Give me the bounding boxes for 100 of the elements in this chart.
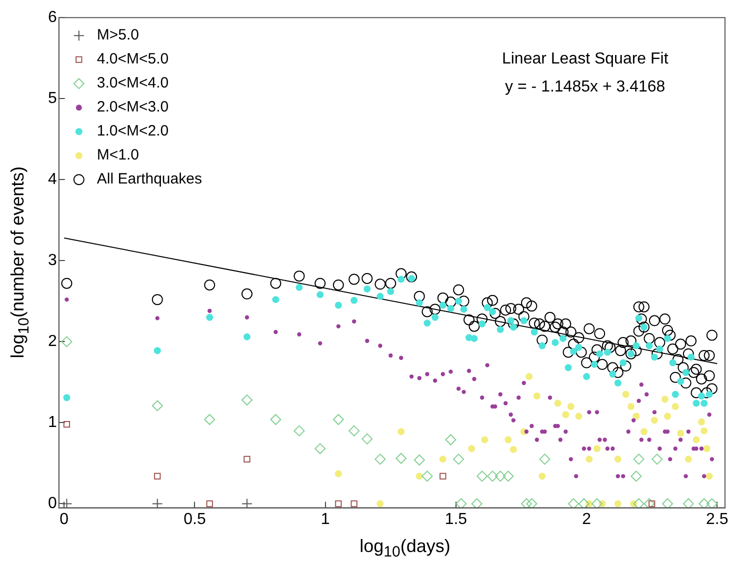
point [538,472,546,480]
point [241,394,252,406]
point [468,445,476,452]
point [422,470,433,482]
y-tick-label: 3 [48,252,57,270]
point [672,403,679,410]
point [526,373,533,380]
point [332,414,344,425]
point [61,498,72,508]
point [575,412,582,420]
point [244,456,250,463]
point [632,412,640,420]
point [154,472,161,480]
point [700,427,708,434]
point [554,400,562,407]
point [520,498,532,508]
x-tick-label: 0.5 [184,510,206,528]
point [698,418,705,426]
point [594,445,601,452]
point [440,472,446,480]
point [416,472,423,480]
point [504,436,512,444]
y-tick-label: 1 [48,414,57,432]
point [664,412,672,420]
point [633,454,644,465]
point [614,456,622,463]
point [650,416,658,424]
point [630,470,642,482]
point [533,392,540,400]
y-tick-label: 5 [48,90,57,108]
y-tick-label: 0 [48,495,57,512]
point [374,454,386,465]
point [334,470,342,478]
point [204,414,216,425]
y-tick-label: 6 [48,9,57,26]
point [567,403,574,410]
point [578,498,590,508]
x-tick-label: 1.5 [444,510,468,528]
x-tick-label: 0 [60,510,69,528]
point [652,454,663,465]
legend-label: 4.0<M<5.0 [96,50,169,68]
point [61,336,72,348]
point [627,403,634,410]
point [350,500,358,508]
point [568,498,579,508]
point [456,498,467,508]
point [241,498,252,508]
point [562,411,570,418]
point [335,500,342,508]
point [614,500,622,508]
point [270,414,282,425]
point [706,498,718,508]
point [510,446,517,453]
point [640,428,648,436]
point [698,498,710,508]
point [692,436,700,444]
point [314,443,326,454]
point [206,500,213,508]
point [662,498,674,508]
point [471,498,482,508]
point [481,436,488,444]
y-tick-label: 4 [48,171,57,188]
point [539,454,550,465]
legend-label: 3.0<M<4.0 [96,74,169,92]
point [592,498,603,508]
point [152,498,163,508]
point [487,470,498,482]
point [502,470,514,482]
legend-label: 1.0<M<2.0 [96,122,169,140]
legend-label: 2.0<M<3.0 [96,98,169,116]
annotation: y = - 1.1485x + 3.4168 [505,78,666,96]
point [706,472,713,480]
x-axis-title: log$_{10}$(days) [358,536,452,561]
x-tick-label: 2.5 [706,510,728,528]
point [396,452,407,464]
point [622,390,630,398]
y-tick-label: 2 [48,333,57,350]
point [633,498,644,508]
point [398,428,405,436]
point [453,454,464,465]
x-tick-label: 2 [582,510,592,528]
point [294,425,305,436]
point [439,456,446,463]
point [682,498,694,508]
point [684,456,692,463]
point [445,434,456,446]
point [414,454,425,466]
point [348,425,360,436]
point [526,498,538,508]
point [362,433,373,444]
legend-label: M>5.0 [96,26,140,44]
point [677,430,684,437]
annotation: Linear Least Square Fit [502,50,669,68]
point [476,470,488,482]
legend-label: All Earthquakes [96,170,202,188]
point [152,400,163,412]
point [586,456,593,463]
x-tick-label: 1 [320,510,330,528]
point [644,498,655,508]
point [703,445,710,452]
